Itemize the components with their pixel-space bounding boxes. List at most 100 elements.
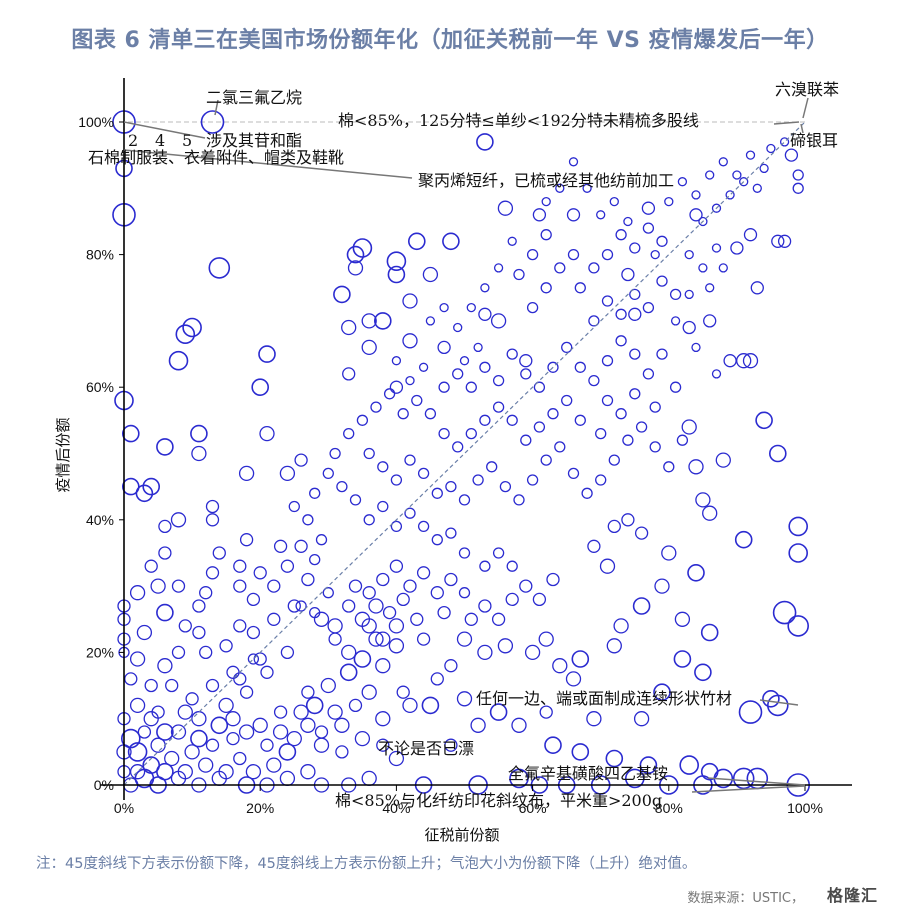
annotation-label: 涉及其苷和酯: [206, 131, 302, 150]
bubble-point: [762, 689, 780, 708]
bubble-point: [336, 480, 348, 493]
bubble-point: [335, 745, 349, 759]
bubble-point: [177, 704, 193, 720]
bubble-point: [715, 452, 731, 468]
bubble-point: [742, 353, 759, 369]
annotation-label: 5: [182, 131, 192, 150]
bubble-point: [479, 560, 491, 572]
bubble-point: [416, 632, 431, 646]
bubble-point: [608, 454, 620, 466]
bubble-point: [348, 698, 363, 713]
bubble-point: [439, 302, 449, 313]
bubble-point: [520, 368, 532, 380]
bubble-point: [280, 645, 295, 660]
bubble-point: [615, 408, 627, 420]
bubble-point: [493, 263, 504, 273]
bubble-point: [698, 263, 708, 273]
bubble-point: [361, 313, 377, 329]
bubble-point: [664, 196, 674, 207]
bubble-point: [476, 133, 494, 151]
bubble-point: [642, 222, 655, 234]
bubble-point: [305, 696, 324, 715]
bubble-point: [628, 307, 642, 321]
bubble-point: [356, 414, 369, 426]
bubble-point: [595, 474, 607, 486]
bubble-point: [301, 685, 315, 699]
bubble-point: [361, 339, 377, 356]
bubble-point: [588, 262, 600, 274]
bubble-point: [328, 632, 342, 646]
bubble-point: [218, 697, 234, 714]
bubble-point: [182, 317, 202, 338]
bubble-point: [347, 260, 364, 276]
bubble-point: [334, 717, 350, 733]
bubble-point: [122, 424, 140, 443]
bubble-point: [287, 599, 301, 613]
bubble-point: [417, 520, 430, 533]
bubble-point: [219, 639, 233, 653]
bubble-point: [730, 241, 744, 255]
bubble-point: [353, 650, 372, 668]
bubble-point: [205, 566, 220, 580]
bubble-point: [684, 289, 694, 300]
bubble-point: [465, 381, 477, 393]
annotation-label: 2: [128, 131, 138, 150]
bubble-point: [479, 414, 491, 426]
annotation-label: 不论是否已漂: [378, 739, 474, 758]
bubble-point: [622, 434, 634, 446]
bubble-point: [661, 545, 677, 561]
bubble-point: [466, 302, 476, 313]
chart-footnote: 注：45度斜线下方表示份额下降，45度斜线上方表示份额上升；气泡大小为份额下降（…: [36, 856, 697, 872]
bubble-point: [438, 381, 450, 393]
bubble-point: [315, 534, 328, 546]
bubble-point: [586, 711, 602, 727]
bubble-point: [677, 177, 688, 187]
bubble-point: [442, 232, 460, 251]
bubble-point: [402, 333, 418, 349]
bubble-point: [342, 599, 356, 613]
bubble-point: [679, 755, 700, 775]
bubble-point: [258, 345, 276, 363]
bubble-point: [526, 474, 539, 486]
bubble-point: [425, 316, 436, 326]
annotation-label: 石棉制服装、衣着附件、帽类及鞋靴: [88, 148, 344, 167]
x-tick-label: 60%: [519, 800, 547, 816]
bubble-point: [431, 534, 443, 546]
bubble-point: [191, 711, 207, 727]
bubble-point: [541, 196, 551, 207]
bubble-point: [725, 190, 735, 200]
bubble-point: [266, 757, 282, 773]
bubble-point: [239, 685, 254, 699]
bubble-point: [621, 267, 635, 282]
bubble-point: [247, 653, 260, 665]
bubble-point: [718, 157, 728, 167]
bubble-point: [137, 725, 152, 739]
bubble-point: [389, 380, 404, 394]
bubble-point: [444, 572, 458, 587]
y-tick-label: 80%: [86, 247, 114, 263]
bubble-point: [588, 315, 600, 327]
x-tick-label: 20%: [246, 800, 274, 816]
bubble-point: [698, 216, 708, 227]
x-tick-labels: 0% 20% 40% 60% 80% 100%: [114, 785, 823, 816]
brand-logo: 格隆汇: [826, 886, 878, 905]
annotation-label: 六溴联苯: [775, 80, 839, 99]
bubble-point: [170, 724, 187, 740]
bubble-point: [301, 572, 315, 587]
bubble-point: [191, 445, 207, 462]
bubble-point: [688, 459, 704, 475]
bubble-point: [445, 480, 457, 493]
bubble-point: [178, 619, 192, 633]
bubble-point: [143, 711, 159, 727]
bubble-point: [491, 612, 506, 626]
bubble-point: [513, 268, 525, 281]
bubble-point: [595, 427, 607, 440]
bubble-point: [492, 547, 505, 559]
bubble-point: [532, 592, 547, 607]
bubble-point: [566, 208, 581, 222]
bubble-point: [205, 678, 220, 693]
bubble-point: [300, 717, 316, 733]
bubble-point: [615, 229, 627, 241]
bubble-point: [486, 461, 498, 473]
bubble-point: [387, 265, 406, 284]
